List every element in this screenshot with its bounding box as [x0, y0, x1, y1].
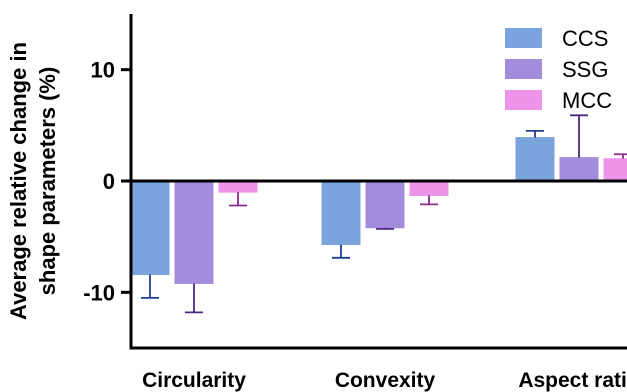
- bar-mcc-convexity: [409, 180, 449, 196]
- bar-mcc-aspect-ratio: [603, 158, 627, 182]
- bar-ccs-circularity: [130, 180, 170, 276]
- legend-label-ccs: CCS: [562, 26, 608, 51]
- bar-ssg-convexity: [365, 180, 405, 229]
- axes: 10 0 -10 Circularity Convexity Aspect ratio: [83, 14, 627, 392]
- bar-ssg-circularity: [174, 180, 214, 284]
- x-tick-label-convexity: Convexity: [335, 369, 436, 392]
- bar-ccs-convexity: [321, 180, 361, 245]
- y-tick-label-0: 0: [103, 169, 115, 194]
- bars: [130, 114, 627, 314]
- legend-label-mcc: MCC: [562, 88, 612, 113]
- legend: CCS SSG MCC: [505, 26, 612, 113]
- y-tick-label-10: 10: [91, 58, 115, 83]
- y-axis-title: Average relative change in shape paramete…: [6, 42, 60, 320]
- y-axis-title-line-2: shape parameters (%): [35, 67, 60, 296]
- legend-swatch-ssg: [505, 59, 542, 79]
- x-tick-label-circularity: Circularity: [142, 369, 246, 392]
- legend-swatch-ccs: [505, 28, 542, 48]
- legend-swatch-mcc: [505, 90, 542, 110]
- y-tick-label--10: -10: [83, 280, 115, 305]
- bar-mcc-circularity: [218, 180, 258, 193]
- bar-ccs-aspect-ratio: [515, 137, 555, 182]
- x-tick-label-aspect-ratio: Aspect ratio: [518, 369, 627, 392]
- legend-label-ssg: SSG: [562, 57, 608, 82]
- y-axis-title-line-1: Average relative change in: [6, 42, 31, 320]
- bar-ssg-aspect-ratio: [559, 157, 599, 182]
